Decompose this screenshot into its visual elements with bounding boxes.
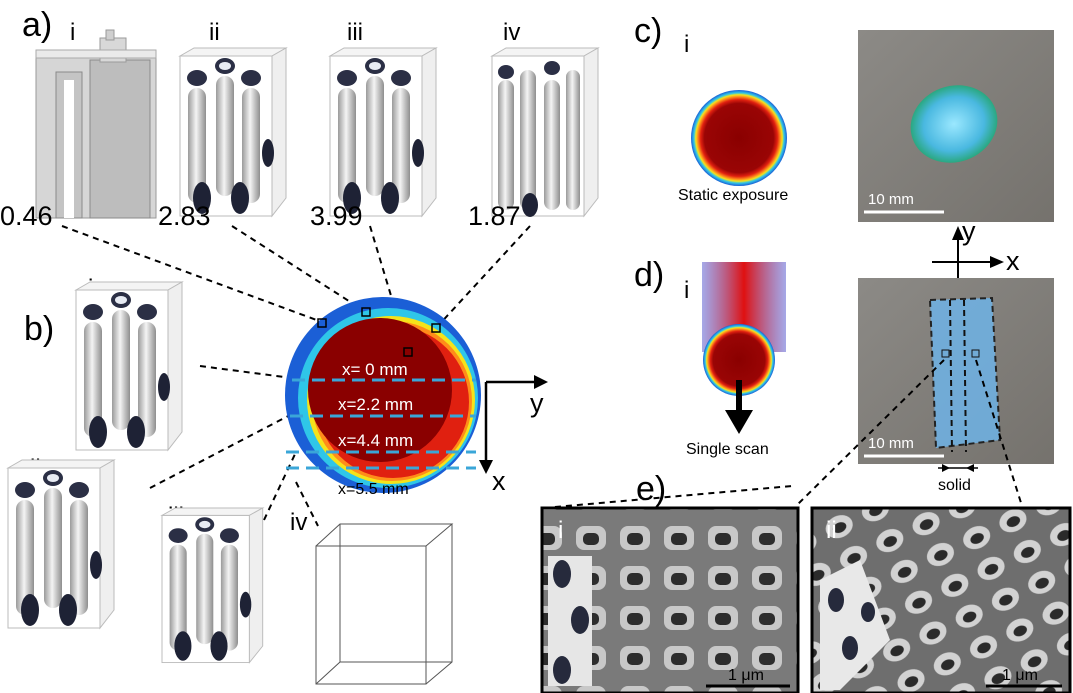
static-exposure-caption: Static exposure (678, 187, 788, 204)
sem-image-i: 1 μm (540, 506, 800, 693)
cut-label-0: x= 0 mm (342, 360, 408, 379)
photo-axis-y-label: y (962, 216, 976, 246)
structure-a-iii (329, 47, 437, 217)
cut-label-3: x=5.5 mm (338, 481, 409, 498)
photo-axes (932, 226, 1004, 278)
panel-d-label: d) (634, 256, 664, 294)
probe-marker-iii (403, 347, 413, 357)
heat-disk (285, 297, 481, 493)
sem-image-ii: 1 μm (810, 506, 1072, 693)
solid-marker (938, 464, 978, 472)
leader-lines-e (543, 359, 1023, 509)
probe-marker-iv (431, 323, 441, 333)
panel-c-sub-i: i (684, 31, 689, 58)
value-a-iv: 1.87 (468, 201, 521, 231)
value-a-ii: 2.83 (158, 201, 211, 231)
panel-a-sub-iv: iv (503, 19, 520, 46)
structure-b-ii (7, 459, 115, 629)
photo-d-ii: 10 mm (858, 278, 1054, 464)
panel-e-sub-i: i (558, 517, 563, 544)
main-axis-x-label: x (492, 466, 506, 496)
probe-marker-i (317, 318, 327, 328)
structure-a-iv (490, 47, 600, 218)
photo-c-ii: 10 mm (858, 30, 1054, 222)
probe-marker-ii (361, 307, 371, 317)
solid-label: solid (938, 477, 971, 494)
panel-e-label: e) (636, 470, 666, 508)
structure-b-iii (161, 507, 264, 664)
structure-a-ii (179, 47, 287, 217)
leader-lines-b (149, 365, 319, 527)
structure-b-iv (315, 523, 454, 685)
panel-c-label: c) (634, 12, 662, 50)
scale-bar-d-label: 10 mm (868, 435, 914, 452)
panel-b-label: b) (24, 310, 54, 348)
value-a-i: 0.46 (0, 201, 53, 231)
main-axis-y-label: y (530, 388, 544, 418)
single-scan-diagram (702, 262, 786, 434)
single-scan-caption: Single scan (686, 441, 769, 458)
cut-label-2: x=4.4 mm (338, 431, 413, 450)
photo-axis-x-label: x (1006, 246, 1020, 276)
main-axes (479, 375, 548, 474)
value-a-iii: 3.99 (310, 201, 363, 231)
structure-b-i (75, 281, 183, 451)
panel-e-sub-ii: ii (826, 517, 837, 544)
panel-d-sub-i: i (684, 277, 689, 304)
cut-label-1: x=2.2 mm (338, 395, 413, 414)
panel-b-sub-iv: iv (290, 509, 307, 536)
scale-bar-c-label: 10 mm (868, 191, 914, 208)
panel-a-sub-i: i (70, 19, 75, 46)
scale-bar-e-i-label: 1 μm (728, 667, 764, 684)
panel-a-sub-ii: ii (209, 19, 220, 46)
cut-lines (286, 378, 476, 470)
panel-a-label: a) (22, 6, 52, 44)
scale-bar-e-ii-label: 1 μm (1002, 667, 1038, 684)
static-exposure-spot (691, 90, 787, 186)
leader-lines-a (61, 225, 531, 353)
panel-a-sub-iii: iii (347, 19, 363, 46)
structure-a-i (35, 29, 157, 219)
